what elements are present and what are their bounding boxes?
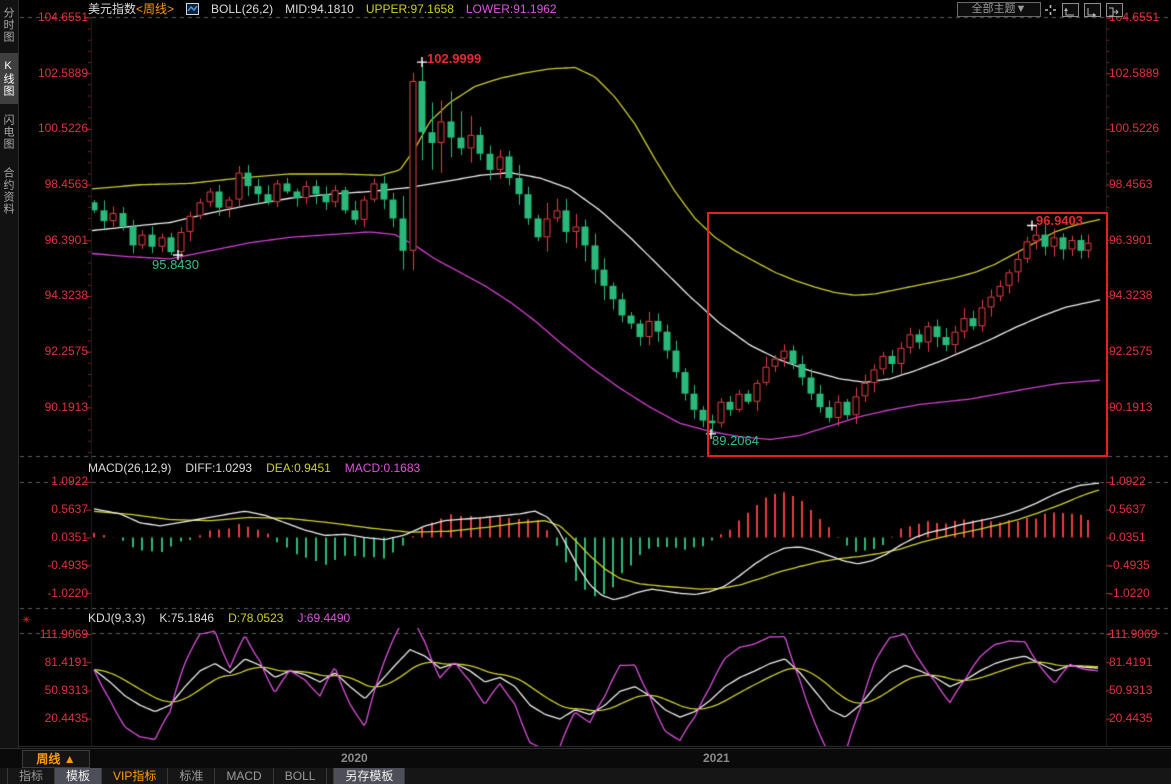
tab-indicators[interactable]: 指标 [7,768,56,784]
kdj-j-value: J:69.4490 [297,611,351,625]
tab-macd[interactable]: MACD [215,768,274,784]
macd-axis-label: 1.0922 [51,474,88,488]
annotation-spike-high: 102.9999 [427,51,482,66]
kdj-axis-label: 111.9069 [39,627,88,641]
tab-standard[interactable]: 标准 [168,768,216,784]
year-label-2021: 2021 [703,751,730,765]
kdj-axis-label: 81.4191 [44,655,88,669]
price-axis-label: 96.3901 [1109,233,1153,247]
kdj-axis-label: 81.4191 [1109,655,1153,669]
exit-chart-icon[interactable] [1106,3,1123,17]
kdj-axis-label: 111.9069 [1109,627,1158,641]
macd-axis-label: 0.0351 [51,530,88,544]
macd-diff-value: DIFF:1.0293 [185,461,253,475]
price-axis-label: 90.1913 [1109,400,1153,414]
macd-dea-value: DEA:0.9451 [266,461,331,475]
chart-type-sidebar: 分时图 K线图 闪电图 合约资料 [0,0,19,748]
period-label: <周线> [136,2,175,16]
boll-lower-value: LOWER:91.1962 [465,1,557,16]
boll-mid-value: MID:94.1810 [285,1,354,16]
price-axis-label: 100.5226 [1109,121,1160,135]
macd-axis-label: 1.0922 [1109,474,1146,488]
macd-header: MACD(26,12,9) DIFF:1.0293 DEA:0.9451 MAC… [88,461,420,475]
price-axis-label: 92.2575 [44,344,88,358]
x-axis-zoom-icon[interactable] [1084,3,1101,17]
tab-vip-indicators[interactable]: VIP指标 [102,768,169,784]
price-axis-label: 102.5889 [1109,66,1160,80]
alert-asterisk-icon[interactable]: ✳ [22,615,31,626]
pan-crosshair-icon[interactable] [1044,3,1057,15]
macd-axis-label: -0.4935 [1109,558,1150,572]
indicator-tab-bar: 指标 模板 VIP指标 标准 MACD BOLL 另存模板 [0,768,1171,784]
symbol-name: 美元指数<周线> [88,2,175,16]
annotation-major-low: 89.2064 [712,433,759,448]
sidebar-item-flash-chart[interactable]: 闪电图 [2,114,14,150]
price-axis-label: 104.6551 [37,10,88,24]
macd-axis-label: -0.4935 [47,558,88,572]
macd-axis-label: 0.0351 [1109,530,1146,544]
kdj-axis-label: 20.4435 [44,711,88,725]
macd-axis-label: 0.5637 [51,502,88,516]
macd-value: MACD:0.1683 [344,461,421,475]
annotation-recent-high: 96.9403 [1036,213,1083,228]
kdj-k-value: K:75.1846 [159,611,215,625]
kdj-d-value: D:78.0523 [228,611,284,625]
macd-axis-label: -1.0220 [47,586,88,600]
kdj-header: KDJ(9,3,3) K:75.1846 D:78.0523 J:69.4490 [88,611,350,625]
annotation-early-low: 95.8430 [152,257,199,272]
price-axis-label: 100.5226 [37,121,88,135]
chart-header: 美元指数<周线> BOLL(26,2) MID:94.1810 UPPER:97… [88,1,557,17]
highlight-rectangle [707,212,1108,457]
macd-axis-label: -1.0220 [1109,586,1150,600]
kline-mini-icon[interactable] [186,2,200,15]
boll-upper-value: UPPER:97.1658 [365,1,454,16]
price-axis-label: 96.3901 [44,233,88,247]
macd-indicator-label: MACD(26,12,9) [88,461,172,475]
kdj-indicator-label: KDJ(9,3,3) [88,611,146,625]
theme-dropdown[interactable]: 全部主题▼ [957,2,1041,17]
period-selector[interactable]: 周线 ▲ [22,750,90,768]
year-label-2020: 2020 [341,751,368,765]
y-axis-zoom-icon[interactable] [1062,3,1079,17]
price-axis-label: 98.4563 [1109,177,1153,191]
sidebar-item-contract-info[interactable]: 合约资料 [2,167,14,215]
kdj-axis-label: 50.9313 [44,683,88,697]
macd-axis-label: 0.5637 [1109,502,1146,516]
sidebar-item-time-chart[interactable]: 分时图 [2,7,14,43]
price-axis-label: 94.3238 [1109,288,1153,302]
time-axis-row: 周线 ▲ 2020 2021 [0,748,1171,770]
price-axis-label: 92.2575 [1109,344,1153,358]
price-axis-label: 98.4563 [44,177,88,191]
kdj-axis-label: 50.9313 [1109,683,1153,697]
boll-indicator-label: BOLL(26,2) [211,1,274,16]
tab-boll[interactable]: BOLL [274,768,328,784]
tab-templates[interactable]: 模板 [55,768,103,784]
price-axis-label: 94.3238 [44,288,88,302]
kdj-axis-label: 20.4435 [1109,711,1153,725]
price-axis-label: 90.1913 [44,400,88,414]
sidebar-item-kline-chart[interactable]: K线图 [0,53,18,104]
price-axis-label: 102.5889 [37,66,88,80]
save-template-button[interactable]: 另存模板 [333,768,406,784]
